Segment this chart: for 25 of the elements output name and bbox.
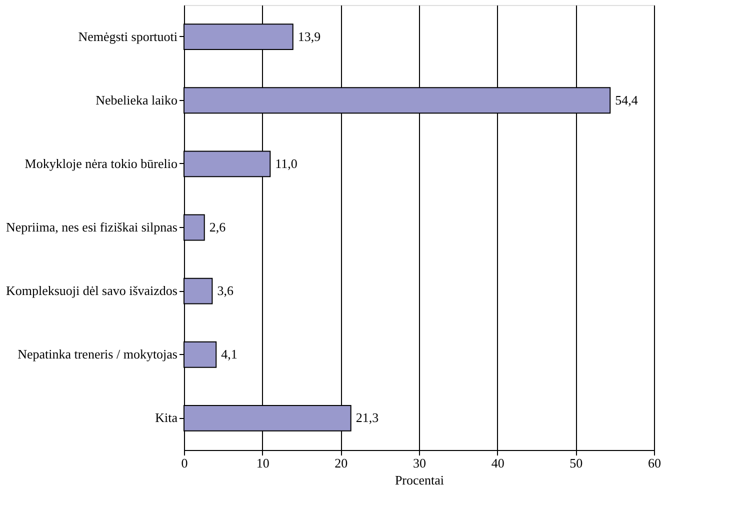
x-axis-title: Procentai <box>394 472 444 488</box>
y-tick-label: Nebelieka laiko <box>96 92 178 108</box>
data-label: 2,6 <box>209 220 226 234</box>
data-label: 21,3 <box>356 410 379 426</box>
x-tick-label: 40 <box>491 456 504 470</box>
data-label: 3,6 <box>217 283 234 298</box>
x-tick-label: 50 <box>570 456 583 470</box>
y-tick-label: Nepatinka treneris / mokytojas <box>18 346 178 362</box>
data-label: 4,1 <box>221 346 238 362</box>
y-tick-label: Mokykloje nėra tokio būrelio <box>24 156 178 171</box>
y-tick-label: Kompleksuoji dėl savo išvaizdos <box>6 283 178 298</box>
x-tick-label: 10 <box>256 456 270 470</box>
x-tick-label: 0 <box>181 456 188 470</box>
bar <box>184 278 213 304</box>
data-label: 54,4 <box>615 92 638 108</box>
y-tick-label: Nepriima, nes esi fiziškai silpnas <box>6 220 178 234</box>
bar <box>184 341 217 368</box>
y-tick-label: Kita <box>155 410 178 426</box>
x-tick-label: 30 <box>413 456 426 470</box>
y-tick-label: Nemėgsti sportuoti <box>78 28 178 44</box>
data-label: 13,9 <box>298 28 321 44</box>
x-tick-label: 20 <box>334 456 348 470</box>
bar <box>184 214 205 241</box>
x-tick-label: 60 <box>648 456 661 470</box>
data-label: 11,0 <box>275 156 298 171</box>
